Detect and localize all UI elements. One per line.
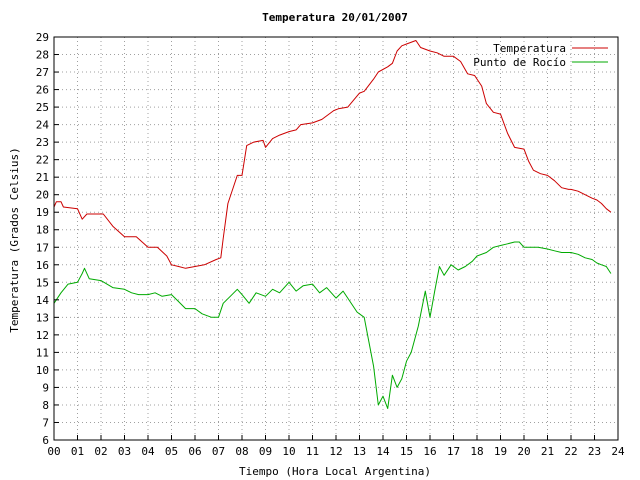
y-tick-label: 15	[36, 276, 49, 289]
y-tick-label: 14	[36, 294, 50, 307]
y-axis-label: Temperatura (Grados Celsius)	[8, 147, 21, 332]
x-tick-label: 16	[423, 445, 436, 458]
legend-label-2: Punto de Rocío	[473, 56, 566, 69]
x-tick-label: 14	[376, 445, 390, 458]
x-tick-label: 13	[353, 445, 366, 458]
y-tick-label: 27	[36, 66, 49, 79]
y-tick-label: 23	[36, 136, 49, 149]
x-tick-label: 04	[141, 445, 155, 458]
y-axis-ticks: 6 7 8 9 10 11 12 13 14 15 16 17 18 19 20 21 22 23 24 25 26 27…	[36, 31, 59, 447]
x-tick-label: 02	[94, 445, 107, 458]
y-tick-label: 28	[36, 49, 49, 62]
x-tick-label: 21	[541, 445, 554, 458]
x-tick-label: 00	[47, 445, 60, 458]
x-tick-label: 18	[470, 445, 483, 458]
x-axis-ticks: 00 01 02 03 04 05 06 07 08 09 10 11 12 13 14 15 16 17 18 19…	[47, 435, 625, 458]
x-tick-label: 01	[71, 445, 84, 458]
y-tick-label: 26	[36, 84, 49, 97]
x-tick-label: 23	[588, 445, 601, 458]
y-tick-label: 10	[36, 364, 49, 377]
x-axis-label: Tiempo (Hora Local Argentina)	[239, 465, 431, 478]
series-layer	[53, 40, 612, 409]
y-tick-label: 12	[36, 329, 49, 342]
x-tick-label: 08	[235, 445, 248, 458]
x-tick-label: 05	[165, 445, 178, 458]
x-tick-label: 20	[517, 445, 530, 458]
x-tick-label: 11	[306, 445, 319, 458]
y-tick-label: 24	[36, 119, 50, 132]
series-line-2	[53, 241, 612, 409]
y-tick-label: 8	[42, 399, 49, 412]
x-tick-label: 19	[494, 445, 507, 458]
y-tick-label: 29	[36, 31, 49, 44]
y-tick-label: 20	[36, 189, 49, 202]
x-tick-label: 12	[329, 445, 342, 458]
y-tick-label: 7	[42, 416, 49, 429]
y-tick-label: 19	[36, 206, 49, 219]
y-tick-label: 13	[36, 311, 49, 324]
x-tick-label: 10	[282, 445, 295, 458]
y-tick-label: 11	[36, 346, 49, 359]
y-tick-label: 22	[36, 154, 49, 167]
x-tick-label: 17	[447, 445, 460, 458]
y-tick-label: 18	[36, 224, 49, 237]
x-tick-label: 06	[188, 445, 201, 458]
x-tick-label: 03	[118, 445, 131, 458]
y-tick-label: 6	[42, 434, 49, 447]
y-tick-label: 17	[36, 241, 49, 254]
x-tick-label: 24	[611, 445, 625, 458]
chart-title: Temperatura 20/01/2007	[262, 11, 408, 24]
legend-label-1: Temperatura	[493, 42, 566, 55]
y-tick-label: 25	[36, 101, 49, 114]
y-tick-label: 16	[36, 259, 49, 272]
series-line-1	[53, 40, 612, 269]
y-tick-label: 9	[42, 381, 49, 394]
x-tick-label: 09	[259, 445, 272, 458]
x-tick-label: 15	[400, 445, 413, 458]
y-tick-label: 21	[36, 171, 49, 184]
x-tick-label: 07	[212, 445, 225, 458]
x-tick-label: 22	[564, 445, 577, 458]
